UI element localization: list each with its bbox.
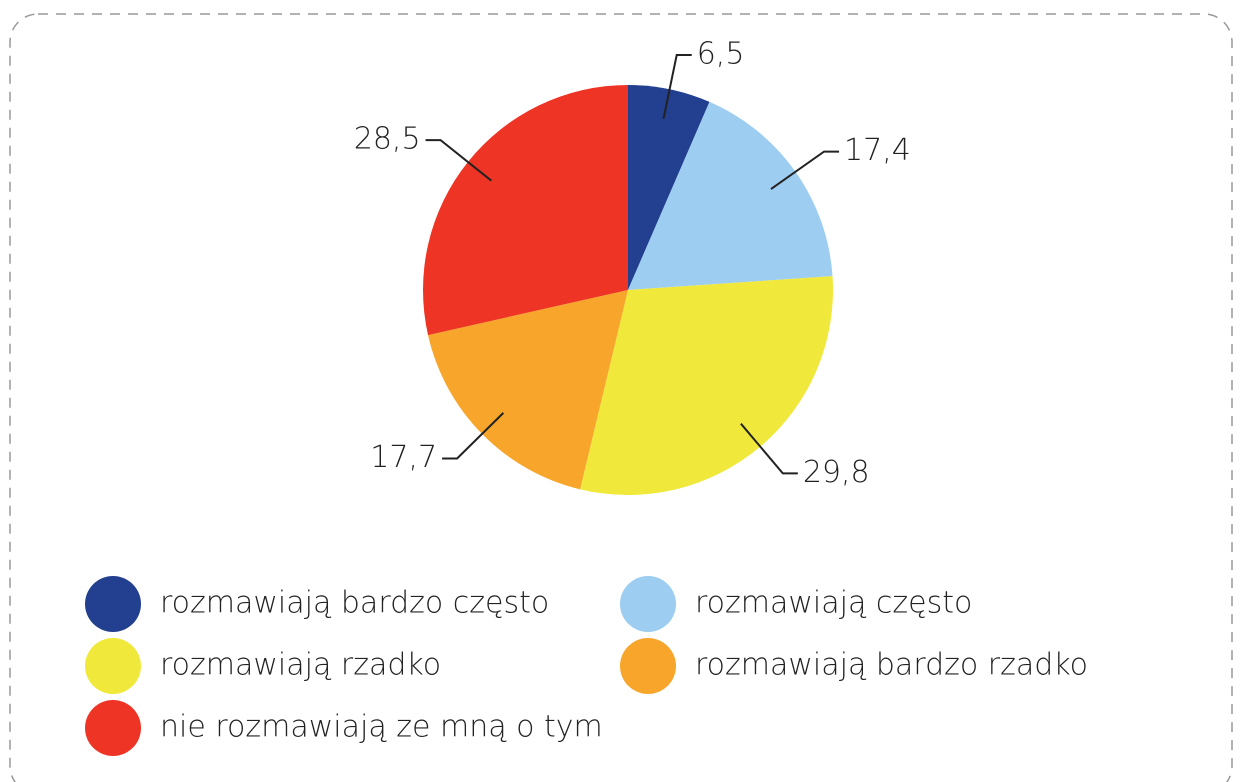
- data-label: 17,4: [844, 133, 911, 168]
- pie-slice: [423, 85, 628, 336]
- frame: [9, 13, 1233, 782]
- leader-line: [442, 412, 505, 460]
- legend-label: rozmawiają bardzo często: [160, 586, 549, 621]
- legend-swatch: [85, 700, 141, 756]
- pie-slice: [580, 276, 833, 496]
- data-label: 29,8: [803, 455, 870, 490]
- data-label: 17,7: [370, 440, 437, 475]
- pie-slice: [628, 85, 710, 290]
- leader-line: [740, 423, 798, 475]
- leader-line: [662, 53, 692, 119]
- legend-label: rozmawiają często: [695, 586, 972, 621]
- legend-swatch: [620, 638, 676, 694]
- legend-swatch: [620, 576, 676, 632]
- legend-label: rozmawiają rzadko: [160, 648, 441, 683]
- legend-swatch: [85, 576, 141, 632]
- leader-line: [770, 150, 840, 190]
- pie-slice: [628, 101, 833, 290]
- data-label: 6,5: [697, 36, 745, 71]
- legend-label: nie rozmawiają ze mną o tym: [160, 710, 603, 745]
- leader-line: [425, 139, 492, 182]
- pie-slice: [428, 290, 628, 490]
- data-label: 28,5: [354, 122, 421, 157]
- legend-swatch: [85, 638, 141, 694]
- legend-label: rozmawiają bardzo rzadko: [695, 648, 1088, 683]
